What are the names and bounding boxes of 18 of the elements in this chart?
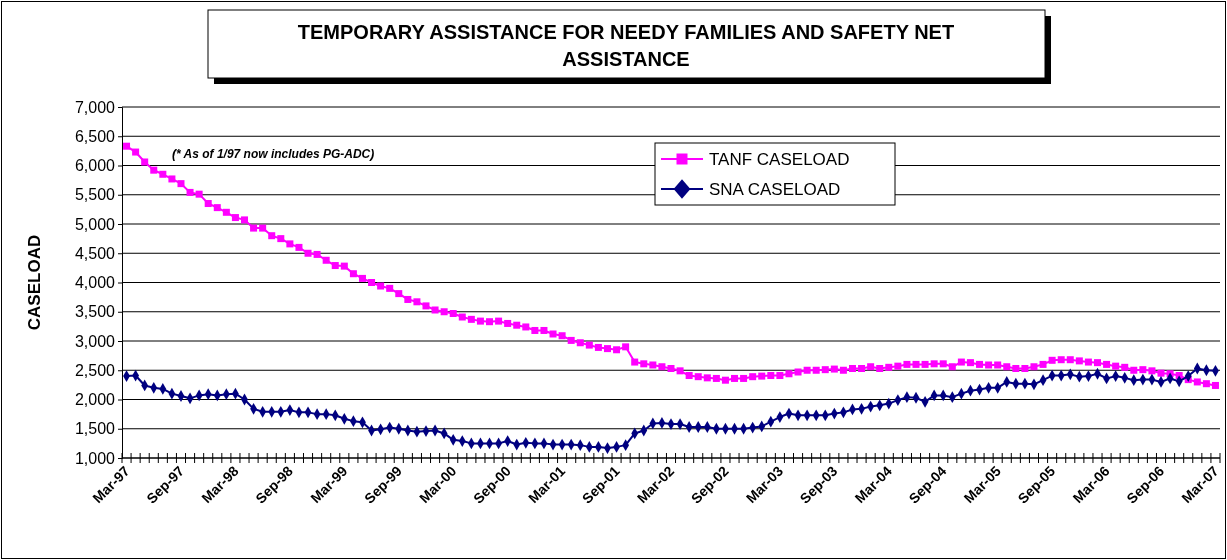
y-tick-label: 5,500 <box>74 186 116 204</box>
y-tick-label: 4,500 <box>74 244 116 262</box>
y-tick-label: 3,500 <box>74 303 116 321</box>
legend-label: TANF CASELOAD <box>709 150 850 169</box>
y-axis-title: CASELOAD <box>25 234 44 331</box>
annotation: (* As of 1/97 now includes PG-ADC) <box>172 147 375 161</box>
y-tick-label: 1,500 <box>74 420 116 438</box>
y-tick-label: 6,500 <box>74 127 116 145</box>
y-tick-label: 1,000 <box>74 449 116 467</box>
y-tick-label: 7,000 <box>74 98 116 116</box>
y-tick-label: 2,000 <box>74 391 116 409</box>
y-tick-label: 2,500 <box>74 361 116 379</box>
y-tick-label: 4,000 <box>74 274 116 292</box>
y-tick-label: 6,000 <box>74 157 116 175</box>
y-tick-label: 3,000 <box>74 332 116 350</box>
chart-title: TEMPORARY ASSISTANCE FOR NEEDY FAMILIES AND SAFETY NET ASSISTANCE <box>297 21 955 70</box>
y-tick-label: 5,000 <box>74 215 116 233</box>
legend-label: SNA CASELOAD <box>709 180 841 199</box>
